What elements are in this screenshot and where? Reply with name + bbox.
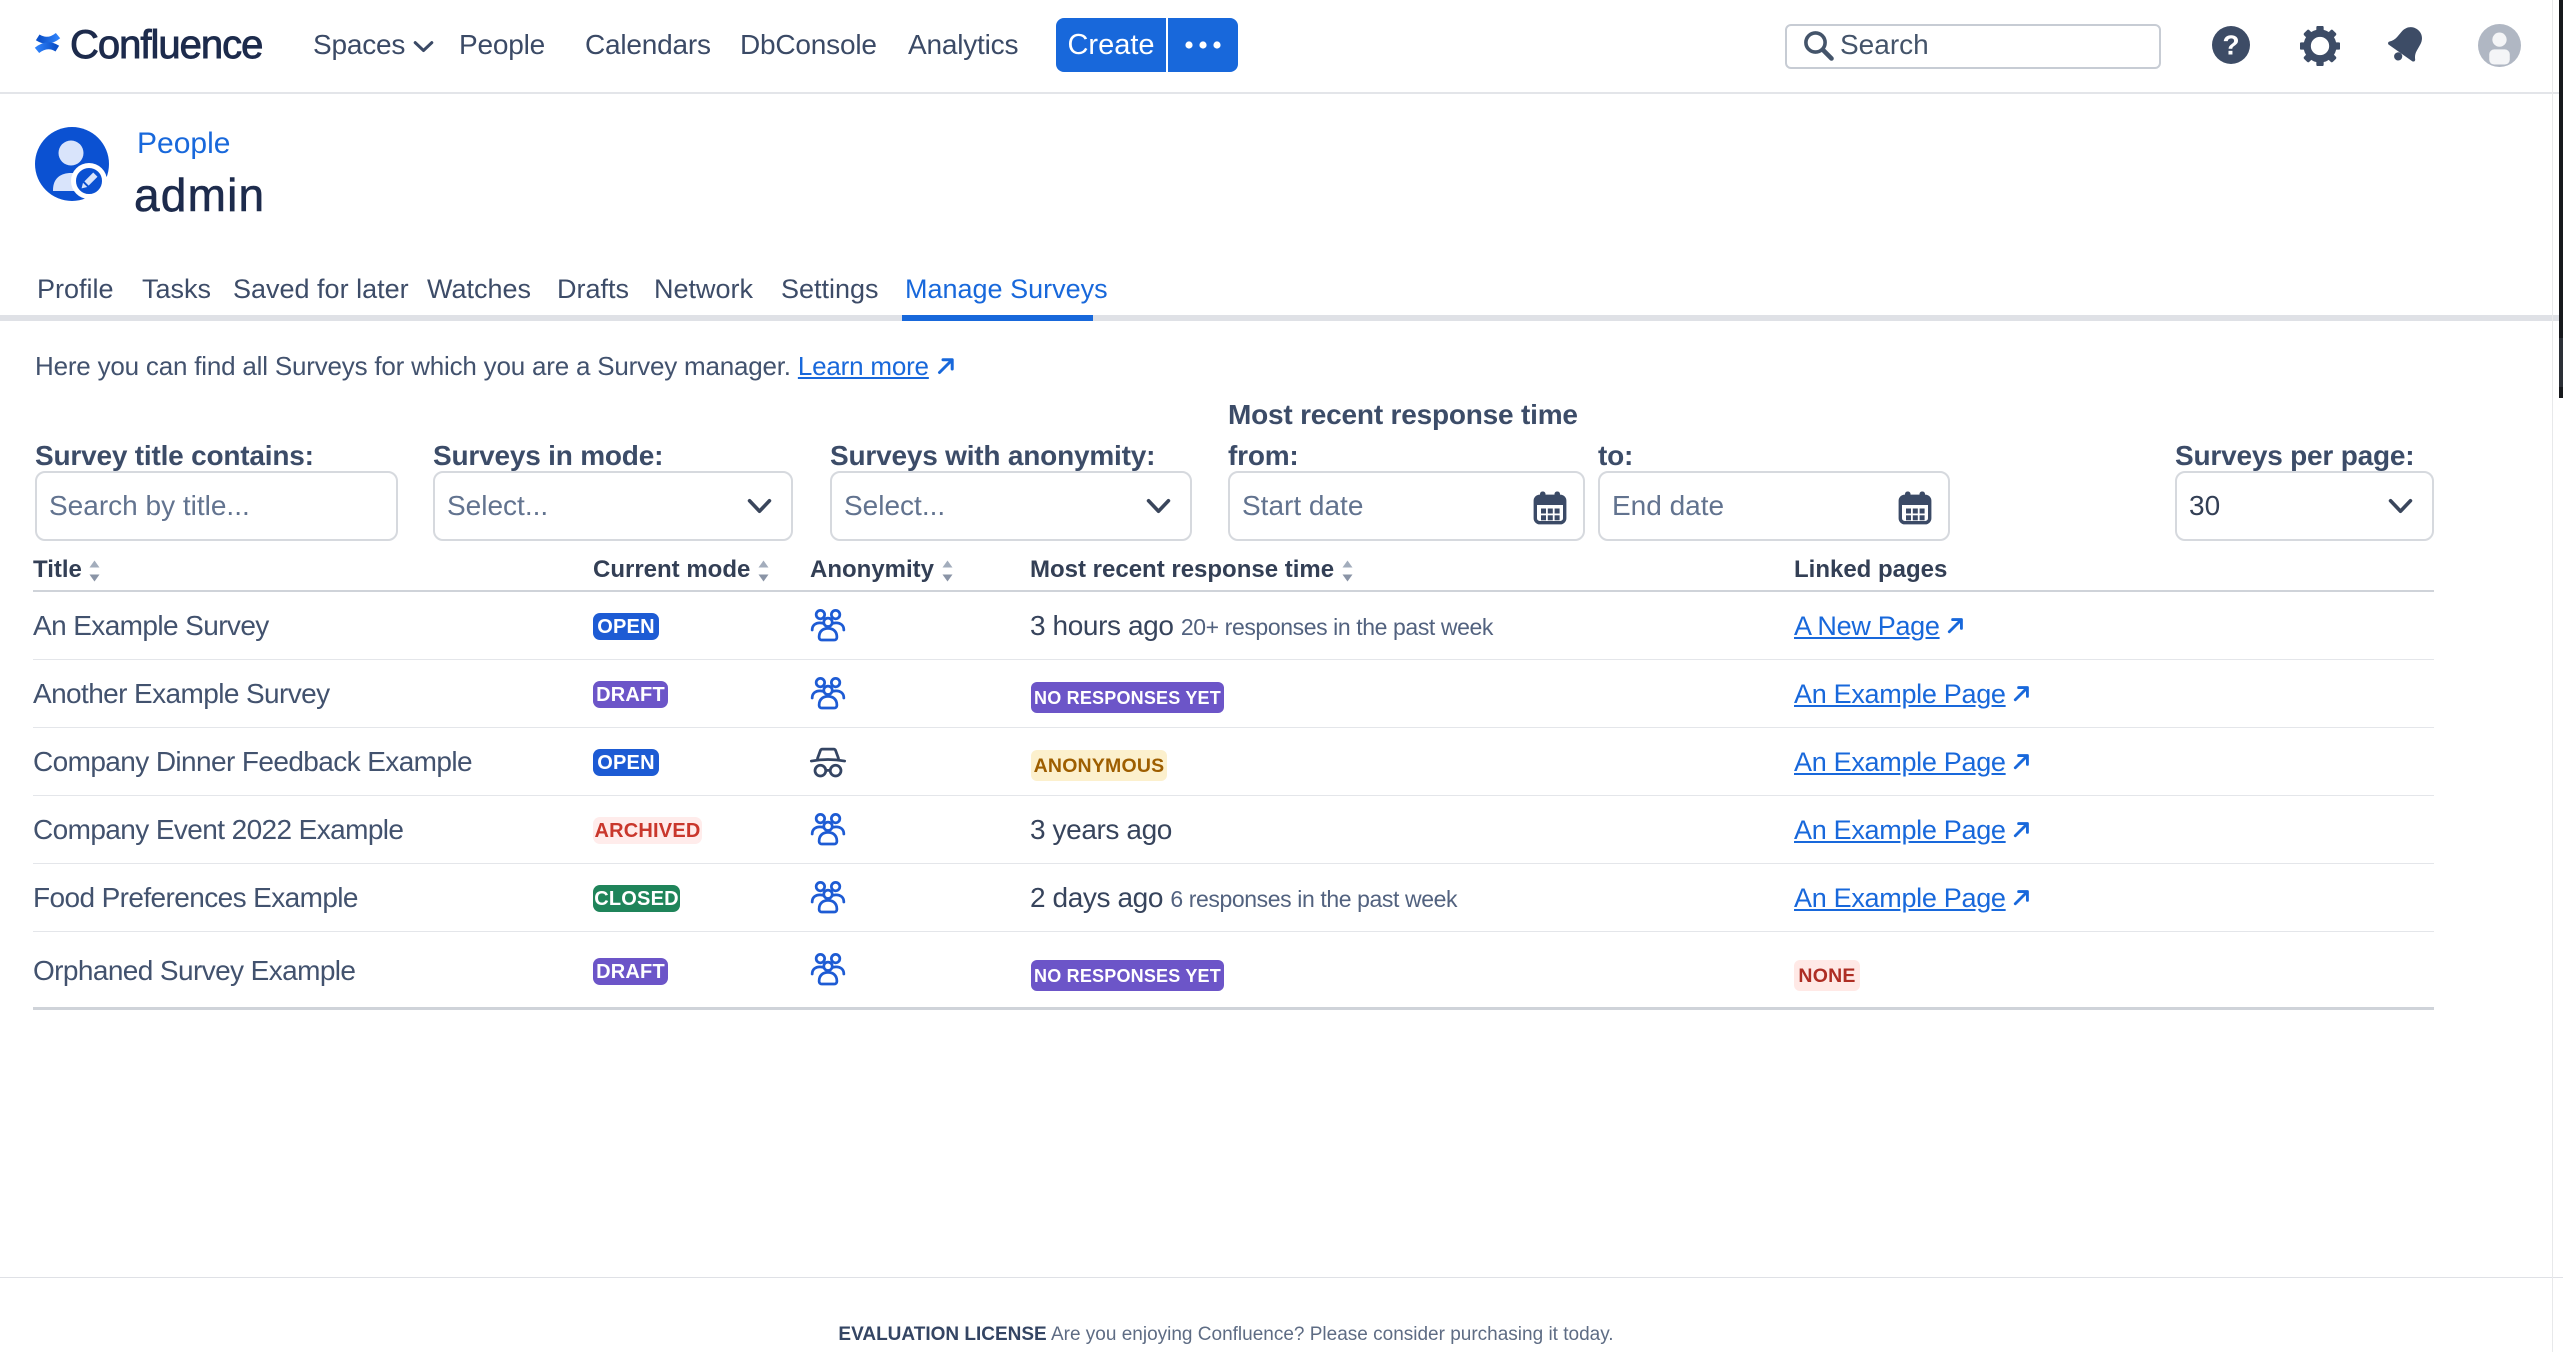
svg-text:?: ? — [2222, 30, 2239, 61]
